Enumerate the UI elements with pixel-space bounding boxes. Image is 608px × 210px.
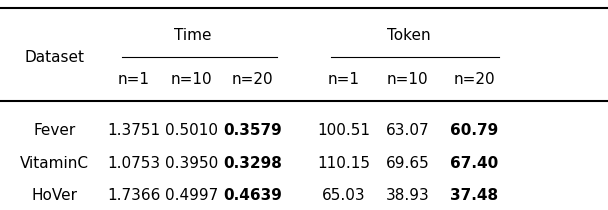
Text: 0.3298: 0.3298 bbox=[223, 156, 282, 171]
Text: n=10: n=10 bbox=[171, 72, 212, 87]
Text: n=20: n=20 bbox=[454, 72, 495, 87]
Text: 0.4639: 0.4639 bbox=[223, 188, 282, 203]
Text: n=10: n=10 bbox=[387, 72, 428, 87]
Text: 37.48: 37.48 bbox=[450, 188, 499, 203]
Text: Fever: Fever bbox=[33, 123, 76, 138]
Text: Dataset: Dataset bbox=[25, 50, 85, 65]
Text: 0.3950: 0.3950 bbox=[165, 156, 218, 171]
Text: VitaminC: VitaminC bbox=[20, 156, 89, 171]
Text: n=20: n=20 bbox=[232, 72, 273, 87]
Text: n=1: n=1 bbox=[118, 72, 150, 87]
Text: HoVer: HoVer bbox=[32, 188, 78, 203]
Text: 0.3579: 0.3579 bbox=[223, 123, 282, 138]
Text: 110.15: 110.15 bbox=[317, 156, 370, 171]
Text: 1.7366: 1.7366 bbox=[107, 188, 161, 203]
Text: 0.4997: 0.4997 bbox=[165, 188, 218, 203]
Text: 67.40: 67.40 bbox=[450, 156, 499, 171]
Text: 65.03: 65.03 bbox=[322, 188, 365, 203]
Text: 1.0753: 1.0753 bbox=[107, 156, 161, 171]
Text: Token: Token bbox=[387, 28, 430, 43]
Text: 100.51: 100.51 bbox=[317, 123, 370, 138]
Text: Time: Time bbox=[174, 28, 212, 43]
Text: 1.3751: 1.3751 bbox=[107, 123, 161, 138]
Text: 38.93: 38.93 bbox=[385, 188, 429, 203]
Text: n=1: n=1 bbox=[328, 72, 359, 87]
Text: 69.65: 69.65 bbox=[385, 156, 429, 171]
Text: 63.07: 63.07 bbox=[385, 123, 429, 138]
Text: 0.5010: 0.5010 bbox=[165, 123, 218, 138]
Text: 60.79: 60.79 bbox=[450, 123, 499, 138]
